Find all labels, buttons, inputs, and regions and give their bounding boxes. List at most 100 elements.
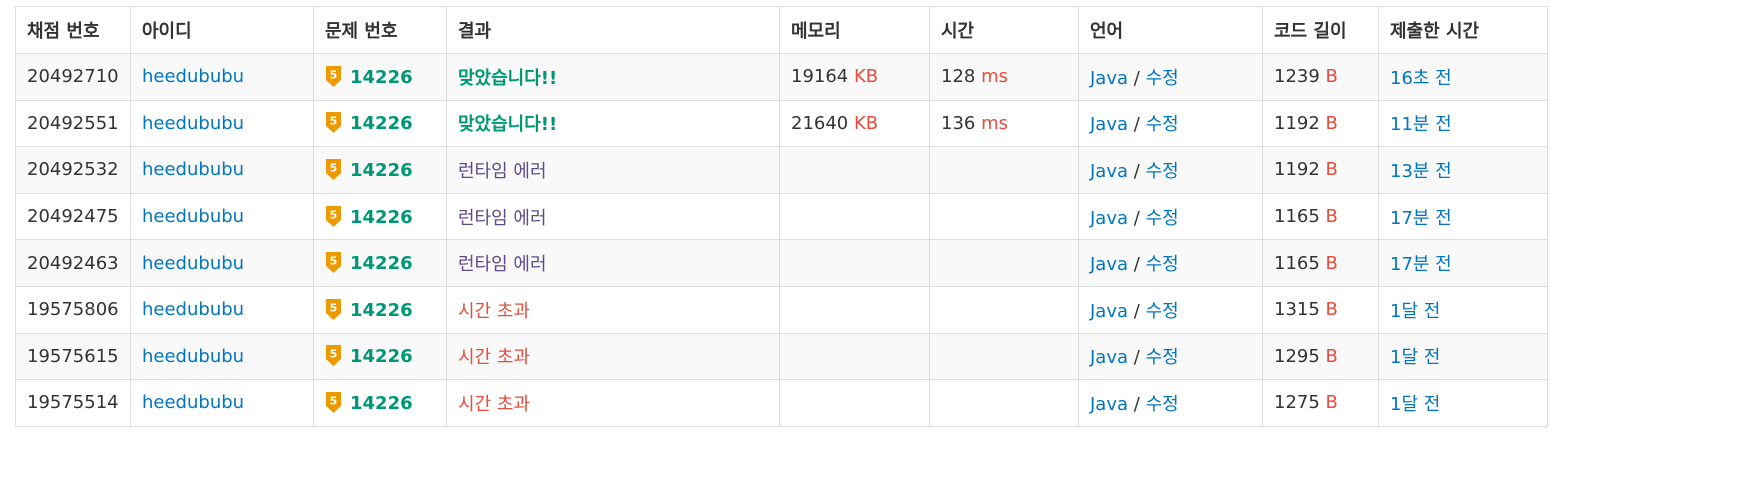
code-length-unit: B (1325, 112, 1338, 134)
memory-value: 21640 (791, 112, 849, 134)
problem-cell: 5 14226 (313, 285, 447, 334)
language-cell: Java / 수정 (1078, 332, 1263, 381)
code-length-cell: 1295 B (1262, 332, 1379, 381)
tier-badge-icon: 5 (325, 65, 342, 87)
user-id-link[interactable]: heedububu (142, 252, 245, 274)
problem-id-link[interactable]: 14226 (350, 113, 413, 135)
memory-cell (779, 239, 930, 287)
language-link[interactable]: Java (1090, 114, 1129, 136)
code-length-value: 1275 (1274, 392, 1320, 414)
problem-id-link[interactable]: 14226 (350, 66, 413, 88)
memory-unit: KB (854, 112, 879, 134)
code-length-value: 1295 (1274, 345, 1320, 367)
language-link[interactable]: Java (1090, 160, 1129, 182)
tier-badge-icon: 5 (325, 345, 342, 367)
submitted-time-link[interactable]: 16초 전 (1390, 67, 1452, 89)
header-time: 시간 (929, 6, 1079, 54)
code-length-cell: 1239 B (1262, 53, 1379, 101)
submission-id: 19575615 (27, 345, 119, 367)
svg-text:5: 5 (330, 301, 338, 314)
user-id-link[interactable]: heedububu (142, 159, 245, 181)
submitted-time-cell: 11분 전 (1378, 99, 1548, 148)
submitted-time-link[interactable]: 13분 전 (1390, 160, 1452, 182)
language-link[interactable]: Java (1090, 300, 1129, 322)
edit-link[interactable]: 수정 (1145, 393, 1179, 415)
user-id-link[interactable]: heedububu (142, 206, 245, 228)
user-id-link[interactable]: heedububu (142, 66, 245, 88)
problem-id-link[interactable]: 14226 (350, 206, 413, 228)
language-link[interactable]: Java (1090, 393, 1129, 415)
problem-cell: 5 14226 (313, 146, 447, 194)
code-length-cell: 1192 B (1262, 99, 1379, 148)
header-language: 언어 (1078, 6, 1263, 54)
time-cell: 128 ms (929, 53, 1079, 101)
edit-link[interactable]: 수정 (1145, 160, 1179, 182)
edit-link[interactable]: 수정 (1145, 114, 1179, 136)
memory-value: 19164 (791, 66, 849, 88)
edit-link[interactable]: 수정 (1145, 67, 1179, 89)
tier-badge-icon: 5 (325, 205, 342, 227)
result-cell: 런타임 에러 (446, 192, 780, 241)
language-link[interactable]: Java (1090, 254, 1129, 276)
code-length-value: 1239 (1274, 66, 1320, 88)
language-separator: / (1133, 393, 1140, 415)
submitted-time-link[interactable]: 17분 전 (1390, 254, 1452, 276)
memory-cell (779, 332, 930, 381)
result-text: 시간 초과 (458, 393, 530, 415)
svg-text:5: 5 (330, 68, 338, 81)
submission-id: 19575514 (27, 392, 119, 414)
user-id-cell: heedububu (130, 332, 314, 381)
time-cell (929, 239, 1079, 287)
user-id-cell: heedububu (130, 239, 314, 287)
result-text: 런타임 에러 (458, 254, 547, 276)
table-row: 19575615 heedububu 5 14226 시간 초과 Java / 수정 129… (15, 332, 1548, 381)
problem-id-link[interactable]: 14226 (350, 253, 413, 275)
submission-id-cell: 19575806 (15, 285, 131, 334)
memory-cell (779, 146, 930, 194)
result-cell: 런타임 에러 (446, 146, 780, 194)
table-body: 20492710 heedububu 5 14226 맞았습니다!! 19164 KB 12… (15, 53, 1548, 427)
svg-text:5: 5 (330, 394, 338, 407)
problem-id-link[interactable]: 14226 (350, 346, 413, 368)
code-length-unit: B (1325, 252, 1338, 274)
edit-link[interactable]: 수정 (1145, 300, 1179, 322)
submission-id: 20492532 (27, 159, 119, 181)
problem-cell: 5 14226 (313, 53, 447, 101)
submitted-time-link[interactable]: 1달 전 (1390, 347, 1441, 369)
edit-link[interactable]: 수정 (1145, 347, 1179, 369)
result-cell: 런타임 에러 (446, 239, 780, 287)
submitted-time-cell: 13분 전 (1378, 146, 1548, 194)
header-user-id: 아이디 (130, 6, 314, 54)
header-result: 결과 (446, 6, 780, 54)
user-id-link[interactable]: heedububu (142, 112, 245, 134)
submitted-time-cell: 17분 전 (1378, 192, 1548, 241)
time-cell (929, 285, 1079, 334)
language-link[interactable]: Java (1090, 207, 1129, 229)
result-text: 시간 초과 (458, 347, 530, 369)
submitted-time-link[interactable]: 1달 전 (1390, 393, 1441, 415)
time-unit: ms (981, 112, 1009, 134)
memory-cell: 21640 KB (779, 99, 930, 148)
submission-id-cell: 20492532 (15, 146, 131, 194)
language-cell: Java / 수정 (1078, 285, 1263, 334)
user-id-link[interactable]: heedububu (142, 299, 245, 321)
time-cell (929, 146, 1079, 194)
user-id-link[interactable]: heedububu (142, 392, 245, 414)
user-id-link[interactable]: heedububu (142, 345, 245, 367)
problem-id-link[interactable]: 14226 (350, 299, 413, 321)
language-link[interactable]: Java (1090, 347, 1129, 369)
edit-link[interactable]: 수정 (1145, 207, 1179, 229)
submitted-time-link[interactable]: 1달 전 (1390, 300, 1441, 322)
language-separator: / (1133, 67, 1140, 89)
table-row: 20492463 heedububu 5 14226 런타임 에러 Java / 수정 11… (15, 239, 1548, 287)
language-separator: / (1133, 160, 1140, 182)
edit-link[interactable]: 수정 (1145, 254, 1179, 276)
language-link[interactable]: Java (1090, 67, 1129, 89)
tier-badge-icon: 5 (325, 112, 342, 134)
problem-id-link[interactable]: 14226 (350, 159, 413, 181)
time-cell (929, 379, 1079, 427)
submitted-time-link[interactable]: 17분 전 (1390, 207, 1452, 229)
submitted-time-link[interactable]: 11분 전 (1390, 114, 1452, 136)
problem-id-link[interactable]: 14226 (350, 392, 413, 414)
user-id-cell: heedububu (130, 53, 314, 101)
